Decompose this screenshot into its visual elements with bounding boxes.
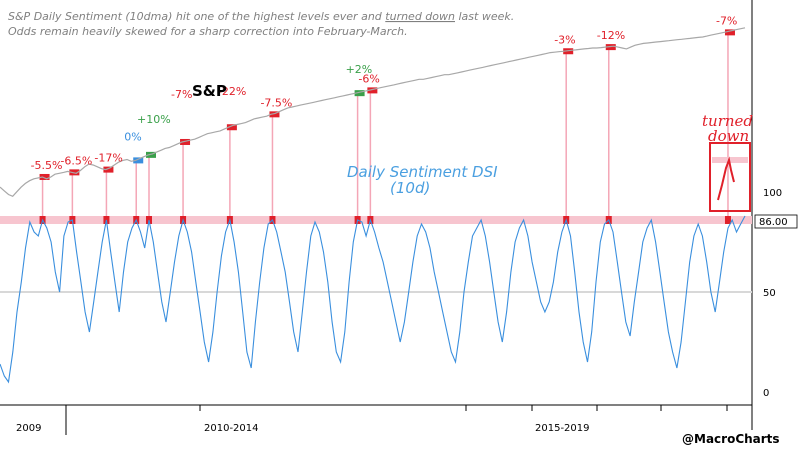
header-line-1-prefix: S&P Daily Sentiment (10dma) hit one of t… — [8, 10, 385, 23]
peak-return-label: -12% — [597, 29, 625, 42]
x-tick-2015-2019: 2015-2019 — [535, 423, 590, 434]
turned-label-line-2: down — [708, 127, 749, 145]
credit-label: @MacroCharts — [682, 432, 780, 446]
spx-line — [0, 27, 746, 198]
threshold-band — [0, 216, 752, 224]
peak-return-label: -6% — [358, 72, 379, 85]
peak-spx-mark — [146, 151, 156, 158]
header-line-1-suffix: last week. — [455, 10, 514, 23]
peak-spx-mark — [226, 124, 237, 131]
peak-return-label: -5.5% — [31, 159, 63, 172]
header-line-2: Odds remain heavily skewed for a sharp c… — [8, 25, 408, 38]
x-tick-2009: 2009 — [16, 423, 41, 434]
peak-spx-mark — [103, 166, 114, 173]
peak-return-label: -3% — [554, 33, 575, 46]
dsi-series — [0, 215, 746, 384]
current-value-badge — [754, 214, 798, 229]
header-line-1-underlined: turned down — [385, 10, 455, 23]
peak-return-label: 0% — [124, 130, 141, 143]
peak-return-label: -7% — [171, 88, 192, 101]
peak-return-label: +10% — [137, 113, 171, 126]
peak-spx-mark — [269, 111, 280, 118]
peak-spx-mark — [133, 157, 144, 164]
dsi-line — [0, 215, 746, 384]
spx-series — [0, 27, 746, 198]
turned-down-line — [717, 156, 735, 201]
peak-return-label: -7.5% — [260, 96, 292, 109]
x-tick-2010-2014: 2010-2014 — [204, 423, 259, 434]
turned-down-box — [709, 142, 751, 212]
peak-spx-mark — [367, 87, 378, 94]
turned-label-line-1: turned — [702, 112, 753, 130]
header-line-1: S&P Daily Sentiment (10dma) hit one of t… — [8, 10, 514, 23]
peak-threshold-mark — [724, 216, 731, 224]
y-tick-0: 0 — [763, 388, 769, 399]
peak-spx-mark — [724, 29, 735, 36]
y-tick-50: 50 — [763, 288, 776, 299]
y-tick-100: 100 — [763, 188, 782, 199]
peak-return-label: -6.5% — [60, 154, 92, 167]
peak-return-label: -22% — [218, 85, 246, 98]
spx-label: S&P — [192, 82, 227, 100]
x-axis-ticks — [65, 405, 728, 435]
peak-return-label: -17% — [94, 152, 122, 165]
peak-spx-mark — [180, 138, 191, 145]
peak-spx-mark — [605, 44, 616, 51]
peak-spx-mark — [39, 173, 50, 180]
dsi-label-line-2: (10d) — [390, 179, 430, 197]
current-value-label: 86.00 — [759, 217, 788, 228]
peak-return-label: +2% — [346, 63, 373, 76]
peak-spx-mark — [354, 90, 365, 97]
peak-annotation-group: -5.5%-6.5% -17%0%+10%-7% -22%-7.5%+2%-6%-3… — [31, 14, 738, 172]
peak-return-label: -7% — [716, 14, 737, 27]
dsi-label-line-1: Daily Sentiment DSI — [347, 163, 498, 181]
vertical-marker-group — [39, 29, 735, 224]
